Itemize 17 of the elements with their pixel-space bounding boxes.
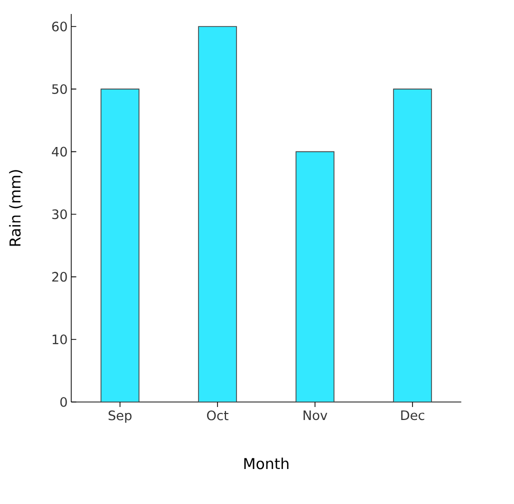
bar: [100, 88, 140, 402]
bar: [296, 151, 334, 402]
y-tick-label: 0: [60, 397, 67, 407]
x-tick-label: Sep: [108, 410, 132, 423]
y-tick-label: 40: [52, 146, 67, 157]
y-tick-label: 60: [52, 22, 67, 32]
bar: [198, 26, 237, 402]
x-axis-title: Month: [244, 458, 288, 470]
y-axis-title: Rain (mm): [9, 170, 22, 246]
y-tick-label: 30: [52, 209, 67, 220]
x-tick-label: Oct: [207, 410, 228, 420]
bar: [393, 88, 432, 402]
y-tick-label: 50: [52, 84, 67, 94]
x-tick-label: Dec: [401, 410, 424, 420]
y-tick-label: 20: [52, 272, 67, 282]
x-tick-label: Nov: [304, 410, 328, 420]
y-tick-label: 10: [52, 334, 67, 344]
